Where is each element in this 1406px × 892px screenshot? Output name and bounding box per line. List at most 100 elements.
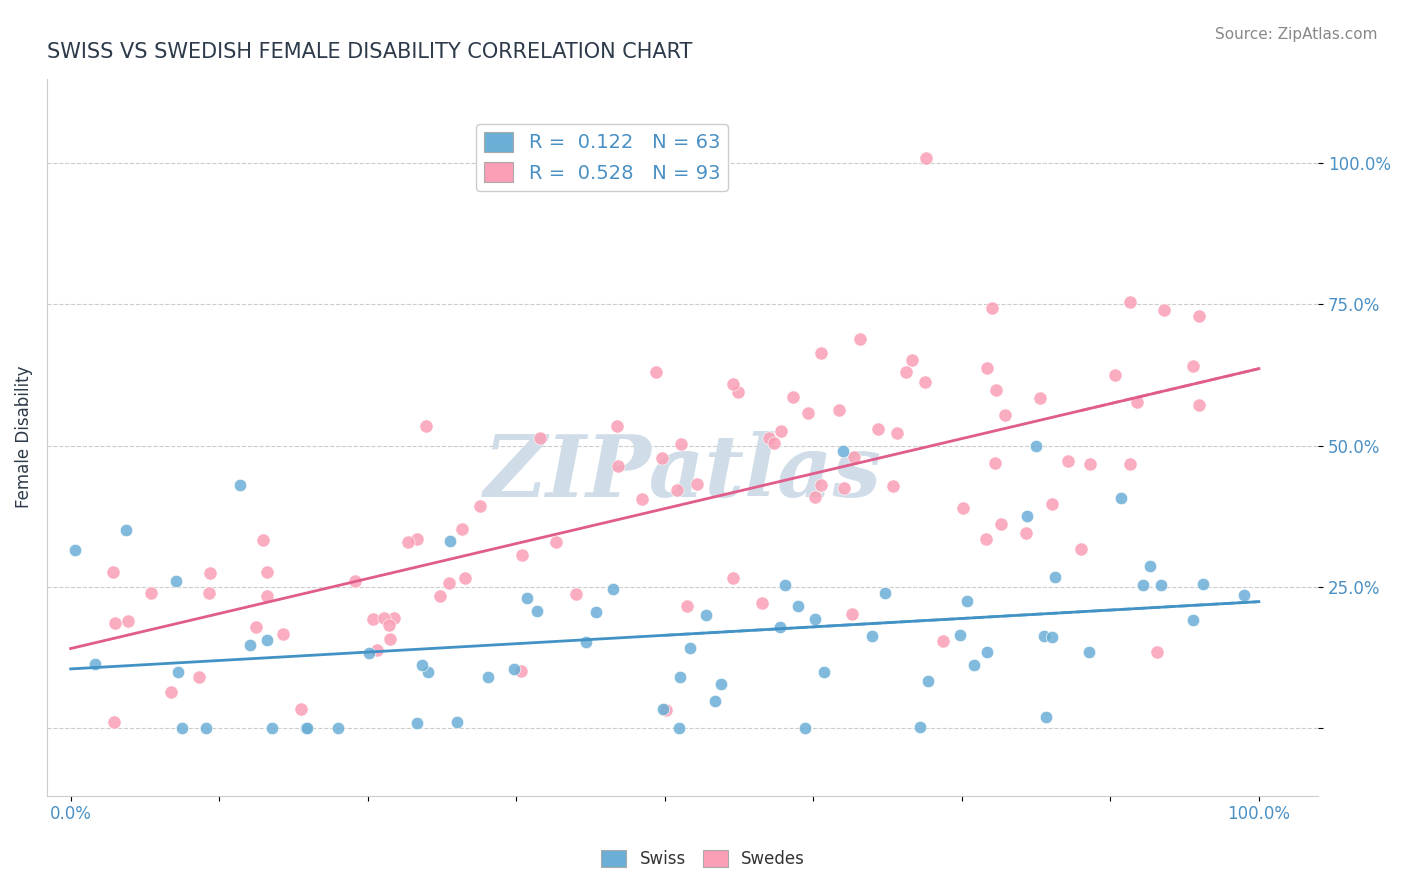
Point: [1025, 439, 1047, 453]
Point: [984, 384, 1007, 398]
Point: [1045, 570, 1067, 584]
Point: [1015, 526, 1038, 541]
Point: [1233, 589, 1256, 603]
Point: [396, 534, 419, 549]
Point: [797, 406, 820, 420]
Point: [908, 720, 931, 734]
Point: [721, 377, 744, 392]
Point: [295, 721, 318, 735]
Point: [170, 721, 193, 735]
Point: [406, 715, 429, 730]
Point: [882, 479, 904, 493]
Point: [813, 665, 835, 679]
Point: [828, 403, 851, 417]
Point: [1182, 359, 1205, 373]
Point: [652, 702, 675, 716]
Point: [686, 476, 709, 491]
Point: [1153, 303, 1175, 318]
Point: [256, 632, 278, 647]
Point: [84, 657, 107, 671]
Point: [842, 450, 865, 464]
Point: [758, 431, 780, 445]
Point: [1188, 398, 1211, 412]
Point: [963, 658, 986, 673]
Point: [1070, 541, 1092, 556]
Point: [607, 459, 630, 474]
Point: [675, 599, 697, 613]
Point: [1040, 497, 1063, 511]
Point: [644, 366, 666, 380]
Point: [832, 481, 855, 495]
Point: [103, 565, 125, 579]
Point: [103, 714, 125, 729]
Point: [1139, 559, 1161, 574]
Point: [773, 578, 796, 592]
Point: [990, 516, 1012, 531]
Point: [198, 586, 221, 600]
Point: [195, 721, 218, 735]
Point: [198, 566, 221, 580]
Point: [1035, 710, 1057, 724]
Point: [510, 548, 533, 562]
Point: [655, 703, 678, 717]
Point: [446, 714, 468, 729]
Point: [651, 450, 673, 465]
Point: [363, 612, 385, 626]
Point: [115, 524, 138, 538]
Point: [1192, 577, 1215, 591]
Point: [860, 629, 883, 643]
Point: [256, 590, 278, 604]
Point: [721, 571, 744, 585]
Point: [976, 644, 998, 658]
Point: [429, 589, 451, 603]
Point: [631, 492, 654, 507]
Point: [894, 365, 917, 379]
Point: [470, 500, 492, 514]
Point: [416, 665, 439, 679]
Point: [239, 638, 262, 652]
Point: [1017, 508, 1039, 523]
Point: [980, 301, 1002, 316]
Point: [415, 419, 437, 434]
Point: [1109, 491, 1132, 506]
Point: [602, 582, 624, 596]
Point: [509, 665, 531, 679]
Point: [526, 604, 548, 618]
Point: [949, 628, 972, 642]
Point: [139, 586, 162, 600]
Point: [1188, 309, 1211, 323]
Point: [727, 384, 749, 399]
Point: [503, 662, 526, 676]
Point: [1104, 368, 1126, 383]
Point: [793, 721, 815, 735]
Point: [187, 670, 209, 684]
Point: [1126, 394, 1149, 409]
Point: [956, 593, 979, 607]
Point: [952, 501, 974, 516]
Point: [782, 390, 804, 404]
Point: [585, 605, 607, 619]
Point: [704, 694, 727, 708]
Point: [65, 542, 87, 557]
Point: [437, 575, 460, 590]
Point: [866, 422, 889, 436]
Point: [932, 633, 955, 648]
Point: [763, 436, 786, 450]
Point: [359, 646, 381, 660]
Point: [1033, 629, 1056, 643]
Point: [605, 418, 627, 433]
Point: [378, 618, 401, 632]
Point: [546, 534, 568, 549]
Point: [710, 677, 733, 691]
Point: [901, 352, 924, 367]
Point: [104, 615, 127, 630]
Point: [810, 478, 832, 492]
Text: SWISS VS SWEDISH FEMALE DISABILITY CORRELATION CHART: SWISS VS SWEDISH FEMALE DISABILITY CORRE…: [46, 42, 692, 62]
Point: [695, 607, 717, 622]
Point: [117, 614, 139, 628]
Point: [976, 361, 998, 376]
Point: [914, 375, 936, 389]
Point: [167, 665, 190, 680]
Point: [406, 532, 429, 546]
Point: [915, 151, 938, 165]
